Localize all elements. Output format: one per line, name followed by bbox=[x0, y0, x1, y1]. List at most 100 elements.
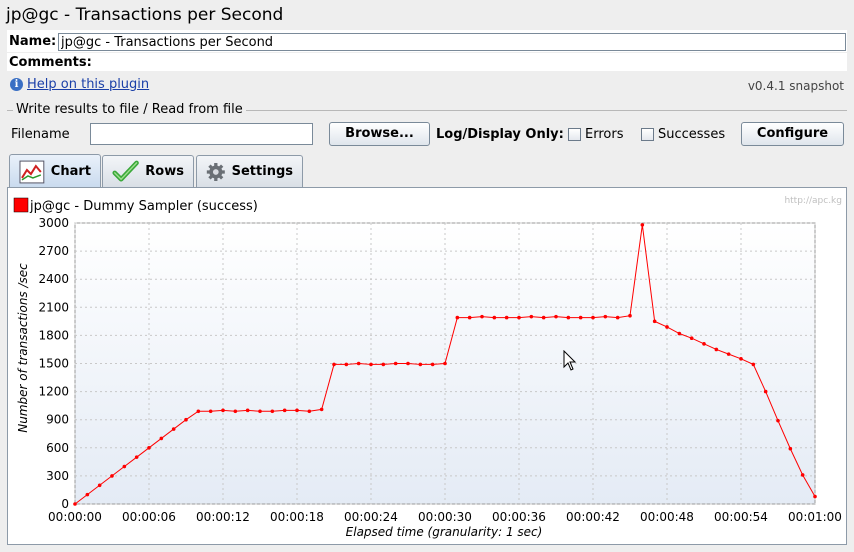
data-point bbox=[159, 436, 164, 441]
log-display-label: Log/Display Only: bbox=[436, 127, 564, 142]
data-point bbox=[344, 362, 349, 367]
data-point bbox=[615, 315, 620, 320]
data-point bbox=[591, 315, 595, 320]
data-point bbox=[665, 325, 669, 329]
successes-label[interactable]: Successes bbox=[658, 127, 726, 142]
data-point bbox=[702, 342, 706, 346]
y-tick-label: 3000 bbox=[38, 216, 69, 230]
help-link[interactable]: Help on this plugin bbox=[27, 77, 150, 92]
data-point bbox=[788, 446, 793, 451]
data-point bbox=[196, 409, 201, 414]
x-tick-label: 00:00:54 bbox=[714, 510, 768, 524]
data-point bbox=[640, 223, 645, 227]
data-point bbox=[282, 408, 287, 413]
legend-label: jp@gc - Dummy Sampler (success) bbox=[29, 199, 258, 214]
x-tick-label: 00:00:06 bbox=[122, 510, 176, 524]
data-point bbox=[751, 362, 756, 367]
tab-settings[interactable]: Settings bbox=[196, 155, 303, 187]
file-panel bbox=[7, 110, 847, 153]
data-point bbox=[652, 319, 657, 324]
data-point bbox=[245, 408, 250, 413]
data-point bbox=[393, 361, 398, 366]
errors-checkbox[interactable] bbox=[568, 128, 581, 141]
data-point bbox=[418, 362, 423, 367]
data-point bbox=[258, 409, 262, 414]
mouse-cursor bbox=[563, 350, 577, 371]
checkmark-icon bbox=[112, 160, 139, 182]
x-tick-label: 00:00:24 bbox=[344, 510, 398, 524]
successes-checkbox[interactable] bbox=[641, 128, 654, 141]
y-tick-label: 0 bbox=[61, 497, 69, 511]
data-point bbox=[739, 357, 743, 361]
data-point bbox=[504, 315, 509, 320]
chart-icon bbox=[19, 160, 45, 183]
comments-label: Comments: bbox=[9, 55, 92, 70]
data-point bbox=[800, 473, 805, 477]
data-point bbox=[603, 314, 608, 319]
data-point bbox=[726, 352, 731, 356]
data-point bbox=[184, 417, 188, 422]
y-tick-label: 1500 bbox=[38, 357, 69, 371]
name-input[interactable] bbox=[58, 33, 846, 51]
x-tick-label: 00:00:30 bbox=[418, 510, 472, 524]
filename-input[interactable] bbox=[90, 123, 313, 145]
x-tick-label: 00:00:12 bbox=[196, 510, 250, 524]
data-point bbox=[369, 362, 373, 367]
data-point bbox=[356, 361, 361, 366]
x-tick-label: 00:00:00 bbox=[48, 510, 102, 524]
legend-swatch bbox=[13, 197, 29, 213]
x-tick-label: 00:00:18 bbox=[270, 510, 324, 524]
data-point bbox=[566, 315, 571, 320]
x-tick-label: 00:01:00 bbox=[788, 510, 842, 524]
data-point bbox=[578, 315, 583, 320]
data-point bbox=[295, 408, 299, 413]
data-point bbox=[221, 408, 225, 413]
data-point bbox=[541, 315, 546, 320]
x-tick-label: 00:00:48 bbox=[640, 510, 694, 524]
tab-chart[interactable]: Chart bbox=[9, 154, 101, 188]
y-tick-label: 1200 bbox=[38, 385, 69, 399]
data-point bbox=[813, 494, 817, 499]
data-point bbox=[430, 362, 435, 367]
window-title: jp@gc - Transactions per Second bbox=[6, 5, 284, 25]
tab-rows[interactable]: Rows bbox=[102, 155, 194, 187]
data-point bbox=[689, 336, 694, 341]
browse-button[interactable]: Browse... bbox=[329, 122, 430, 146]
data-point bbox=[307, 409, 312, 414]
data-point bbox=[73, 502, 77, 506]
y-tick-label: 2100 bbox=[38, 300, 69, 314]
data-point bbox=[628, 313, 632, 318]
data-point bbox=[97, 483, 102, 488]
watermark: http://apc.kg bbox=[784, 196, 842, 206]
data-point bbox=[233, 409, 238, 414]
x-tick-label: 00:00:42 bbox=[566, 510, 620, 524]
data-point bbox=[208, 409, 213, 414]
y-tick-label: 2700 bbox=[38, 244, 69, 258]
data-point bbox=[763, 389, 768, 394]
y-tick-label: 300 bbox=[46, 469, 69, 483]
data-point bbox=[714, 347, 719, 352]
tab-settings-label: Settings bbox=[231, 164, 293, 179]
y-axis-label: Number of transactions /sec bbox=[16, 263, 30, 433]
data-point bbox=[319, 407, 324, 412]
data-point bbox=[147, 446, 151, 450]
data-point bbox=[517, 315, 521, 320]
data-point bbox=[381, 362, 386, 367]
data-point bbox=[110, 474, 114, 478]
filename-label: Filename bbox=[11, 127, 70, 142]
x-axis-label: Elapsed time (granularity: 1 sec) bbox=[346, 525, 543, 539]
version-label: v0.4.1 snapshot bbox=[747, 79, 844, 93]
data-point bbox=[85, 492, 90, 497]
configure-button[interactable]: Configure bbox=[741, 122, 844, 146]
data-point bbox=[776, 418, 780, 423]
y-tick-label: 1800 bbox=[38, 328, 69, 342]
data-point bbox=[122, 464, 127, 469]
tps-chart: 0 300 600 900 1200 1500 1800 2100 2400 2700 3000 0… bbox=[13, 196, 842, 539]
x-tick-label: 00:00:36 bbox=[492, 510, 546, 524]
data-point bbox=[134, 455, 139, 459]
comments-row[interactable] bbox=[7, 53, 847, 71]
gear-icon bbox=[206, 162, 225, 181]
data-point bbox=[480, 314, 484, 319]
data-point bbox=[270, 409, 275, 414]
errors-label[interactable]: Errors bbox=[585, 127, 624, 142]
